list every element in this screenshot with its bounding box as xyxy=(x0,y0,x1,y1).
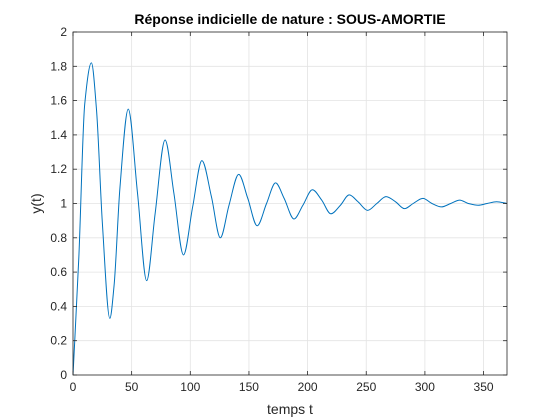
y-tick-label: 1 xyxy=(60,197,67,211)
x-tick-label: 150 xyxy=(239,380,259,394)
tick-labels: 0 50 100 150 200 250 300 350 0 0.2 0.4 0.6 0.8 1 1.2 1.… xyxy=(50,25,494,394)
x-axis-label: temps t xyxy=(267,401,313,417)
x-tick-label: 0 xyxy=(70,380,77,394)
chart-title: Réponse indicielle de nature : SOUS-AMOR… xyxy=(134,11,445,27)
y-tick-label: 1.2 xyxy=(50,162,67,176)
x-tick-label: 100 xyxy=(180,380,200,394)
series-line xyxy=(72,62,508,376)
x-tick-label: 200 xyxy=(298,380,318,394)
y-tick-label: 2 xyxy=(60,25,67,39)
x-tick-label: 300 xyxy=(415,380,435,394)
y-tick-label: 1.8 xyxy=(50,59,67,73)
y-tick-label: 0.8 xyxy=(50,231,67,245)
series-layer xyxy=(72,62,508,376)
y-axis-label: y(t) xyxy=(28,193,44,213)
x-tick-label: 350 xyxy=(474,380,494,394)
y-tick-label: 1.6 xyxy=(50,94,67,108)
y-tick-label: 0.6 xyxy=(50,265,67,279)
x-tick-label: 50 xyxy=(125,380,139,394)
y-tick-label: 0.2 xyxy=(50,334,67,348)
y-tick-label: 0.4 xyxy=(50,299,67,313)
axis-ticks xyxy=(72,31,507,376)
y-tick-label: 0 xyxy=(60,368,67,382)
y-tick-label: 1.4 xyxy=(50,128,67,142)
x-tick-label: 250 xyxy=(356,380,376,394)
